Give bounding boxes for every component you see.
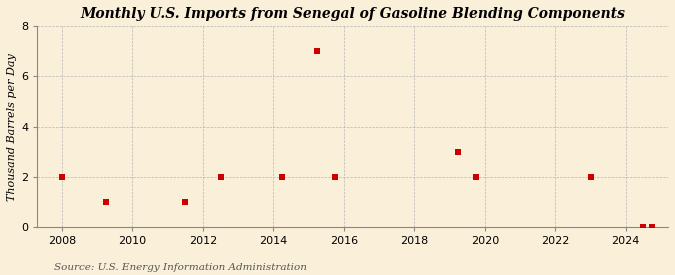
- Text: Source: U.S. Energy Information Administration: Source: U.S. Energy Information Administ…: [54, 263, 307, 272]
- Point: [57, 175, 68, 179]
- Point: [453, 150, 464, 154]
- Point: [470, 175, 481, 179]
- Title: Monthly U.S. Imports from Senegal of Gasoline Blending Components: Monthly U.S. Imports from Senegal of Gas…: [80, 7, 625, 21]
- Point: [329, 175, 340, 179]
- Point: [215, 175, 226, 179]
- Point: [647, 225, 657, 229]
- Point: [638, 225, 649, 229]
- Point: [277, 175, 288, 179]
- Point: [585, 175, 596, 179]
- Point: [101, 200, 111, 204]
- Point: [180, 200, 190, 204]
- Y-axis label: Thousand Barrels per Day: Thousand Barrels per Day: [7, 53, 17, 200]
- Point: [312, 49, 323, 54]
